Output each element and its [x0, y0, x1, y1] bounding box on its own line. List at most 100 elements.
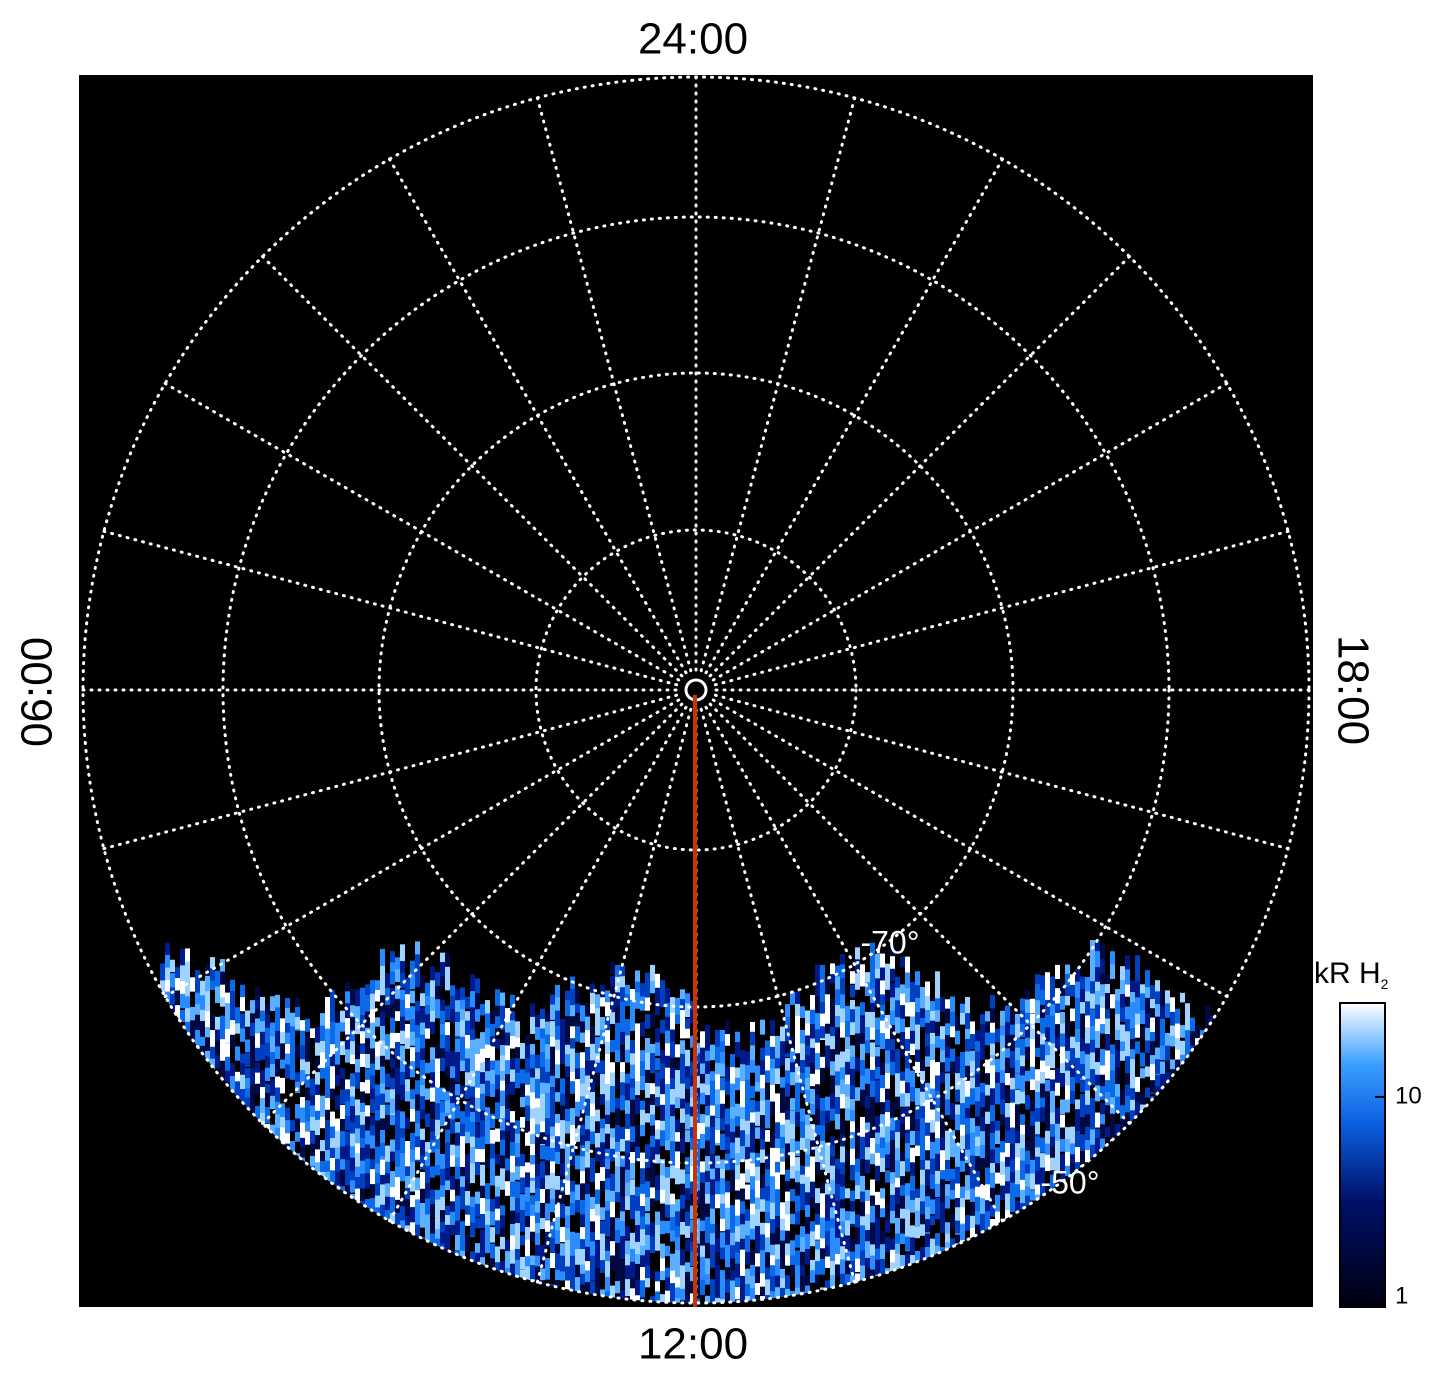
emission-cell — [875, 1066, 880, 1079]
emission-cell — [610, 1039, 615, 1058]
emission-cell — [205, 975, 210, 1006]
emission-cell — [620, 1166, 625, 1189]
emission-cell — [490, 1096, 495, 1124]
emission-cell — [510, 1036, 515, 1049]
emission-cell — [290, 1131, 295, 1148]
emission-cell — [610, 1241, 615, 1258]
emission-cell — [235, 995, 240, 1019]
emission-cell — [695, 1053, 700, 1069]
emission-cell — [640, 1245, 645, 1265]
emission-cell — [780, 1026, 785, 1053]
emission-cell — [855, 959, 860, 978]
emission-cell — [1065, 1127, 1070, 1141]
time-label: 06:00 — [13, 637, 62, 747]
emission-cell — [720, 1052, 725, 1069]
emission-cell — [340, 1146, 345, 1172]
emission-cell — [460, 1009, 465, 1027]
emission-cell — [590, 1013, 595, 1027]
emission-cell — [765, 1070, 770, 1083]
emission-cell — [505, 1158, 510, 1183]
emission-cell — [600, 1044, 605, 1068]
emission-cell — [515, 1058, 520, 1076]
emission-cell — [685, 1225, 690, 1238]
emission-cell — [850, 971, 855, 984]
emission-cell — [860, 1043, 865, 1071]
emission-cell — [670, 1057, 675, 1075]
emission-cell — [630, 1053, 635, 1067]
emission-cell — [480, 1176, 485, 1190]
emission-cell — [355, 1059, 360, 1080]
emission-cell — [830, 1179, 835, 1195]
emission-cell — [555, 1010, 560, 1028]
emission-cell — [585, 1061, 590, 1080]
emission-cell — [1170, 997, 1175, 1026]
emission-cell — [900, 984, 905, 999]
emission-cell — [370, 1075, 375, 1089]
emission-cell — [775, 1204, 780, 1218]
emission-cell — [865, 1230, 870, 1247]
emission-cell — [385, 1089, 390, 1103]
emission-cell — [645, 1038, 650, 1067]
emission-cell — [1035, 1032, 1040, 1050]
emission-cell — [545, 1203, 550, 1220]
emission-cell — [425, 1198, 430, 1218]
emission-cell — [815, 1013, 820, 1037]
emission-cell — [445, 1116, 450, 1131]
emission-cell — [655, 1015, 660, 1036]
emission-cell — [945, 1195, 950, 1215]
emission-cell — [1180, 1025, 1185, 1038]
emission-cell — [690, 1023, 695, 1042]
emission-cell — [1100, 958, 1105, 978]
emission-cell — [1130, 1038, 1135, 1057]
emission-cell — [835, 1129, 840, 1147]
emission-cell — [630, 1078, 635, 1095]
emission-cell — [595, 1020, 600, 1036]
emission-cell — [1140, 1078, 1145, 1102]
emission-cell — [515, 1212, 520, 1226]
emission-cell — [650, 1252, 655, 1280]
emission-cell — [1100, 984, 1105, 1001]
emission-cell — [980, 1082, 985, 1100]
emission-cell — [1125, 969, 1130, 993]
emission-cell — [915, 1197, 920, 1219]
emission-cell — [775, 1287, 780, 1303]
emission-cell — [350, 1157, 355, 1172]
emission-cell — [1105, 1009, 1110, 1025]
emission-cell — [390, 1197, 395, 1216]
emission-cell — [265, 1042, 270, 1067]
emission-cell — [1025, 1195, 1030, 1214]
emission-cell — [1050, 1157, 1055, 1171]
emission-cell — [805, 1089, 810, 1104]
emission-cell — [830, 1194, 835, 1212]
emission-cell — [635, 1210, 640, 1231]
emission-cell — [615, 1218, 620, 1232]
emission-cell — [710, 1044, 715, 1064]
emission-cell — [1000, 1082, 1005, 1108]
emission-cell — [1100, 1008, 1105, 1036]
emission-cell — [495, 1262, 500, 1277]
emission-cell — [615, 1108, 620, 1138]
emission-cell — [1135, 1091, 1140, 1112]
emission-cell — [675, 1226, 680, 1245]
emission-cell — [700, 1198, 705, 1216]
emission-cell — [755, 1153, 760, 1173]
emission-cell — [565, 1077, 570, 1092]
emission-cell — [885, 1170, 890, 1184]
emission-cell — [1005, 1156, 1010, 1175]
emission-cell — [880, 1020, 885, 1045]
emission-cell — [515, 1181, 520, 1201]
emission-cell — [395, 969, 400, 982]
emission-cell — [790, 991, 795, 1012]
emission-cell — [620, 1082, 625, 1096]
meridian-line — [711, 698, 1229, 998]
emission-cell — [955, 1166, 960, 1186]
emission-cell — [1125, 1031, 1130, 1045]
emission-cell — [205, 991, 210, 1011]
emission-cell — [910, 1238, 915, 1255]
emission-cell — [760, 1188, 765, 1205]
emission-cell — [285, 1078, 290, 1096]
emission-cell — [925, 1150, 930, 1167]
emission-cell — [885, 1142, 890, 1155]
polar-grid — [81, 75, 1311, 1305]
emission-cell — [750, 1264, 755, 1285]
